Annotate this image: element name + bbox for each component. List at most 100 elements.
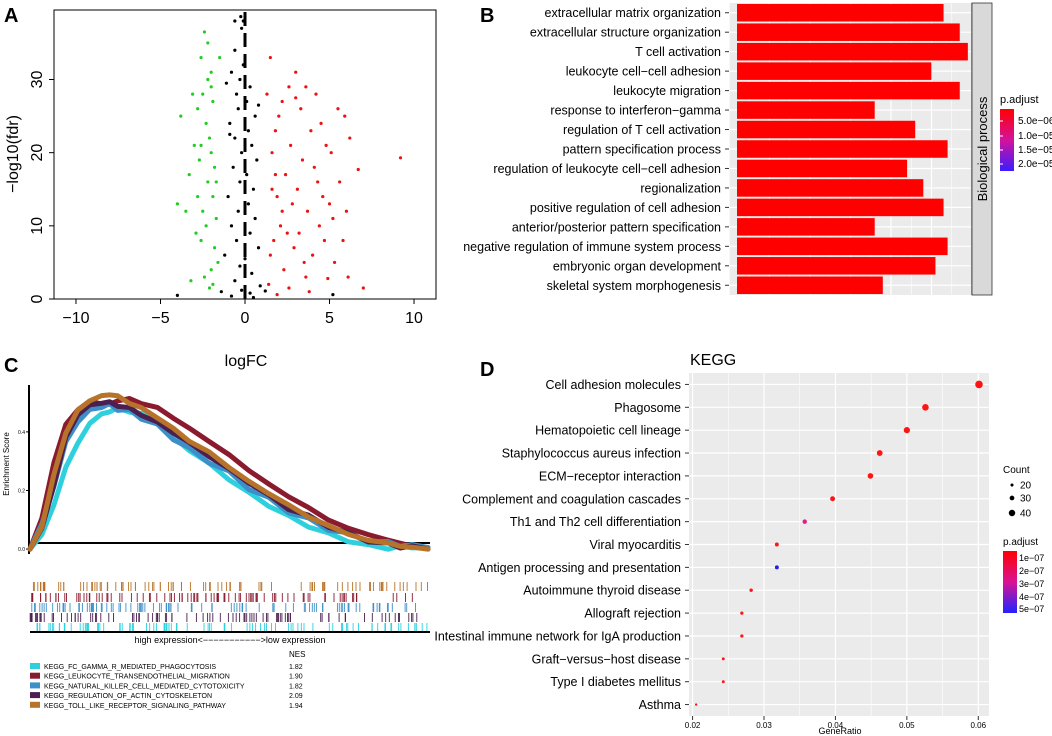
panel-a-point-ns [248,231,252,235]
panel-a-point-ns [250,143,254,147]
panel-a-point-up [302,260,306,265]
panel-d-x-ticks: 0.02 0.03 0.04 0.05 0.06 [685,716,987,730]
panel-a-point-ns [233,279,237,283]
panel-a-point-up [268,253,272,257]
panel-a-point-down [207,286,212,290]
panel-a-point-ns [233,136,237,140]
panel-c-legend: KEGG_FC_GAMMA_R_MEDIATED_PHAGOCYTOSIS 1.8… [30,663,303,710]
panel-d-padj-legend-label: 5e−07 [1019,604,1044,614]
panel-a-point-down [206,180,210,184]
panel-a-point-down [209,151,213,155]
panel-a-point-up [311,253,315,257]
panel-c-curves [27,392,431,552]
panel-d-point [694,703,698,706]
panel-b-bar [737,159,908,178]
panel-b-legend-labels: 5.0e−06 1.0e−05 1.5e−05 2.0e−05 [1000,116,1052,170]
panel-a-y-tick-label: 20 [29,144,46,162]
panel-a-point-down [187,173,191,177]
panel-a-point-down [184,209,188,213]
panel-d-category-label: Hematopoietic cell lineage [535,424,681,438]
panel-b-category-label: extracellular structure organization [530,26,721,40]
panel-a-point-down [209,70,213,74]
panel-d-count-legend-label: 40 [1020,509,1032,520]
panel-a: A −10 −5 0 5 10 0 10 20 30 logFC −log10(fdr) [4,5,437,370]
panel-a-point-up [316,180,320,184]
panel-a-point-up [273,129,278,133]
panel-c-curve [27,392,431,552]
panel-d-count-legend-dot [1009,495,1015,501]
panel-a-point-ns [226,194,230,199]
panel-d-point [903,427,910,434]
panel-a-point-up [268,55,272,60]
panel-b-category-label: positive regulation of cell adhesion [530,201,721,215]
panel-d-title: KEGG [690,352,736,369]
panel-b-bar [737,237,948,256]
panel-a-point-ns [231,165,235,169]
panel-a-point-up [329,151,333,155]
panel-a-point-ns [233,48,237,52]
panel-b-category-label: T cell activation [635,45,721,59]
panel-d-x-tick-label: 0.03 [756,721,772,730]
panel-a-point-up [344,209,349,213]
panel-a-point-ns [236,107,240,111]
panel-d-point [975,380,983,389]
panel-a-point-ns [248,291,252,295]
panel-b-bar [737,179,924,197]
panel-b-bar [737,23,960,41]
panel-d-count-legend-label: 20 [1020,481,1032,492]
panel-a-point-ns [229,224,234,228]
panel-c-legend-swatch [30,672,40,679]
panel-a-point-down [189,279,193,283]
panel-a-y-tick-label: 10 [29,217,46,235]
panel-a-point-up [331,216,335,221]
panel-d-category-label: Autoimmune thyroid disease [523,584,681,598]
panel-a-y-tick-label: 0 [29,294,46,303]
panel-a-point-up [285,231,289,235]
panel-b-category-label: response to interferon−gamma [550,104,721,118]
panel-a-x-tick-label: −5 [151,310,169,327]
panel-d-point [922,404,929,411]
panel-d-point [774,542,779,547]
panel-a-point-up [312,165,316,169]
panel-a-point-up [332,260,337,265]
panel-d-point [867,473,874,479]
panel-a-point-up [304,275,308,279]
panel-a-point-ns [255,158,259,162]
panel-d-category-label: Complement and coagulation cascades [462,492,681,506]
panel-a-point-up [361,286,365,290]
panel-a-point-ns [251,295,256,300]
panel-a-point-ns [228,132,232,136]
panel-d-padj-legend-labels: 1e−07 2e−07 3e−07 4e−07 5e−07 [1019,553,1044,614]
panel-d-category-label: Th1 and Th2 cell differentiation [510,515,681,529]
panel-a-point-ns [246,129,250,133]
panel-b-bar [737,3,944,22]
panel-d-padj-colorbar [1003,551,1017,613]
panel-a-point-ns [251,187,256,191]
panel-a-point-ns [258,284,262,288]
panel-a-point-ns [248,85,252,89]
panel-a-point-ns [238,77,242,82]
panel-a-point-up [317,224,321,228]
panel-a-point-down [212,246,217,250]
panel-d-padj-legend-label: 2e−07 [1019,566,1044,576]
panel-b-bar [737,81,960,100]
panel-a-point-up [304,85,308,89]
panel-a-point-ns [240,26,244,30]
panel-a-point-down [209,268,213,272]
panel-a-point-ns [238,180,242,184]
panel-b-category-label: negative regulation of immune system pro… [463,240,721,254]
panel-a-point-up [270,151,274,155]
panel-a-point-up [277,114,281,118]
panel-a-letter: A [4,5,18,27]
panel-a-point-down [218,55,222,60]
panel-b-category-label: pattern specification process [563,143,721,157]
panel-a-point-up [294,70,298,74]
panel-d-count-legend-dot [1008,509,1016,517]
panel-a-point-up [294,96,298,100]
panel-a-point-down [196,107,200,111]
panel-a-point-up [295,187,299,191]
panel-a-point-ns [233,19,237,23]
panel-a-point-down [202,30,207,34]
panel-a-point-ns [246,202,250,206]
panel-a-point-up [348,136,352,140]
